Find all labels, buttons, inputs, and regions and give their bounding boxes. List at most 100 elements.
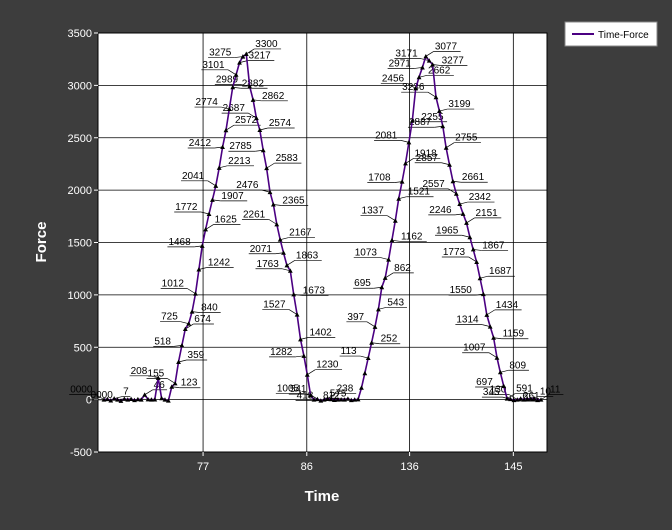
data-label: 130 — [490, 385, 507, 396]
data-label: 2857 — [416, 153, 439, 164]
data-point — [477, 275, 483, 281]
data-point — [484, 312, 490, 317]
data-label: 2261 — [243, 209, 266, 220]
data-label-leader — [225, 124, 235, 131]
data-point — [101, 397, 107, 402]
data-point — [426, 58, 432, 63]
data-label-leader — [466, 217, 475, 224]
data-point — [538, 397, 544, 402]
data-label: 2213 — [228, 156, 251, 167]
data-label: 1527 — [263, 300, 286, 311]
data-label: 3217 — [249, 51, 272, 62]
data-point — [474, 259, 480, 264]
data-point — [210, 197, 215, 202]
data-label: 2412 — [189, 138, 212, 149]
data-label-leader — [427, 91, 437, 98]
data-label-leader — [180, 321, 189, 325]
y-tick-label: 3500 — [68, 28, 92, 40]
data-label: 862 — [394, 263, 411, 274]
data-label-leader — [488, 352, 498, 359]
data-point — [118, 398, 124, 403]
data-label: 2661 — [462, 172, 485, 183]
data-label-leader — [418, 74, 428, 78]
data-point — [247, 84, 253, 89]
data-label-leader — [486, 309, 495, 316]
data-label-leader — [259, 127, 268, 131]
data-point — [287, 268, 293, 273]
data-label: 3300 — [255, 39, 278, 50]
data-label: 238 — [337, 384, 354, 395]
data-label-leader — [387, 215, 396, 222]
data-point — [274, 221, 280, 227]
y-axis-ticks: 3500 3000 2500 2000 1500 1000 500 0 -500 — [68, 28, 98, 459]
data-point — [396, 196, 402, 201]
data-point — [409, 118, 415, 123]
data-point — [497, 369, 503, 375]
data-label: 6 — [522, 391, 528, 402]
data-point — [281, 250, 286, 255]
data-label: 2687 — [223, 103, 246, 114]
data-label: 1773 — [443, 247, 466, 258]
data-point — [111, 396, 117, 401]
data-label: 252 — [381, 334, 398, 345]
data-point — [115, 397, 120, 402]
data-label: 2151 — [475, 208, 498, 219]
data-point — [328, 396, 334, 402]
data-label: 10 — [540, 386, 552, 397]
data-point — [186, 321, 192, 326]
data-label: 1521 — [408, 187, 431, 198]
data-label: 1918 — [414, 148, 437, 159]
data-label: 2774 — [196, 97, 219, 108]
data-label-leader — [400, 140, 409, 143]
data-point — [216, 165, 222, 170]
data-label-leader — [509, 394, 518, 400]
data-point — [179, 342, 185, 348]
data-point — [230, 84, 236, 90]
data-point — [433, 94, 439, 100]
data-label: 359 — [188, 350, 205, 361]
data-label: 123 — [181, 378, 198, 389]
data-point — [226, 106, 232, 112]
data-label-leader — [366, 321, 376, 328]
data-label: 11 — [550, 385, 561, 396]
data-label: 2572 — [235, 115, 258, 126]
data-label-leader — [360, 355, 369, 359]
data-label-leader — [378, 306, 387, 310]
data-label-leader — [448, 188, 457, 195]
data-point — [206, 211, 212, 217]
data-point — [457, 201, 463, 207]
data-label-leader — [300, 337, 309, 340]
data-label: 261 — [523, 391, 540, 402]
x-tick-label: 77 — [197, 461, 209, 473]
data-label-leader — [441, 162, 450, 166]
data-point — [453, 191, 459, 196]
data-label: 2081 — [375, 130, 398, 141]
data-point — [325, 396, 330, 401]
data-label: 1314 — [456, 315, 479, 326]
data-point — [416, 74, 422, 80]
data-label-leader — [95, 394, 105, 400]
data-point — [189, 309, 195, 314]
data-label-leader — [461, 234, 470, 238]
data-label: 1867 — [482, 240, 505, 251]
data-point — [176, 359, 181, 365]
data-label: 1907 — [221, 191, 244, 202]
data-label-leader — [200, 211, 210, 215]
data-label-leader — [280, 237, 289, 241]
data-label: 2574 — [269, 118, 292, 129]
data-label: 397 — [347, 312, 364, 323]
data-label: 674 — [194, 314, 211, 325]
data-label-leader — [468, 256, 477, 263]
data-point — [294, 312, 300, 317]
data-point — [104, 396, 110, 402]
data-point — [487, 324, 493, 329]
data-point — [257, 127, 263, 132]
data-point — [535, 397, 541, 403]
legend: Time-Force — [564, 21, 658, 47]
data-label-leader — [479, 275, 489, 279]
y-tick-label: 2500 — [68, 133, 92, 145]
data-label: 1772 — [175, 202, 198, 213]
y-tick-label: -500 — [70, 447, 92, 459]
data-label-leader — [482, 324, 491, 327]
